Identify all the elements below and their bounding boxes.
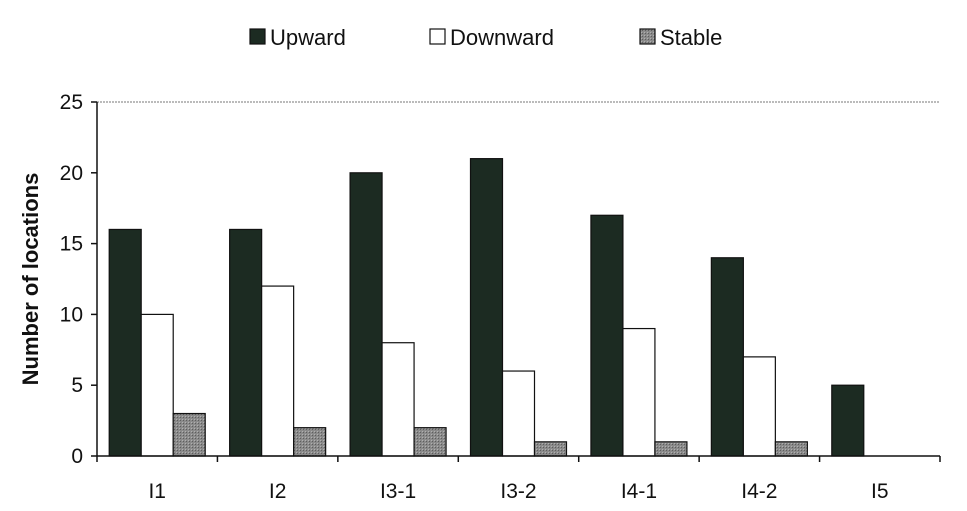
bar-upward-i3-1 (349, 172, 383, 457)
bar-stable-i4-1 (654, 441, 688, 457)
legend-swatch-upward (249, 28, 266, 45)
x-tick-label: I4-2 (741, 480, 777, 503)
y-axis: 0 5 10 15 20 25 (60, 91, 98, 468)
x-tick-label: I3-1 (380, 480, 416, 503)
x-tick-label: I1 (148, 480, 166, 503)
y-tick-label: 0 (71, 445, 83, 468)
x-tick-label: I3-2 (500, 480, 536, 503)
bar-upward-i1 (108, 228, 142, 457)
y-tick-label: 15 (60, 233, 83, 256)
x-tick-label: I2 (269, 480, 287, 503)
x-axis: I1 I2 I3-1 I3-2 I4-1 I4-2 I5 (96, 455, 941, 503)
bar-upward-i3-2 (469, 158, 504, 457)
bar-downward-i3-1 (381, 342, 415, 457)
bar-stable-i2 (293, 427, 327, 457)
bar-downward-i2 (261, 285, 295, 457)
y-tick-label: 25 (60, 91, 83, 114)
legend-label-stable: Stable (660, 25, 722, 50)
bar-downward-i1 (140, 313, 174, 457)
y-axis-title: Number of locations (18, 173, 43, 386)
bars (108, 158, 865, 457)
x-tick-label: I4-1 (621, 480, 657, 503)
legend-swatch-downward (429, 28, 446, 45)
legend: Upward Downward Stable (249, 25, 722, 50)
bar-stable-i3-1 (413, 427, 447, 457)
bar-downward-i4-1 (622, 327, 656, 457)
bar-stable-i1 (172, 412, 206, 457)
bar-upward-i4-1 (590, 214, 624, 457)
legend-swatch-stable (639, 28, 656, 45)
y-tick-label: 10 (60, 303, 83, 326)
bar-stable-i3-2 (533, 441, 568, 457)
bar-upward-i4-2 (710, 257, 744, 457)
bar-downward-i3-2 (501, 370, 536, 457)
bar-upward-i2 (229, 228, 263, 457)
legend-label-downward: Downward (450, 25, 554, 50)
x-tick-label: I5 (871, 480, 889, 503)
bar-stable-i4-2 (774, 441, 808, 457)
legend-label-upward: Upward (270, 25, 346, 50)
bar-downward-i4-2 (742, 356, 776, 457)
bar-upward-i5 (831, 384, 865, 457)
y-tick-label: 20 (60, 162, 83, 185)
y-tick-label: 5 (71, 374, 83, 397)
